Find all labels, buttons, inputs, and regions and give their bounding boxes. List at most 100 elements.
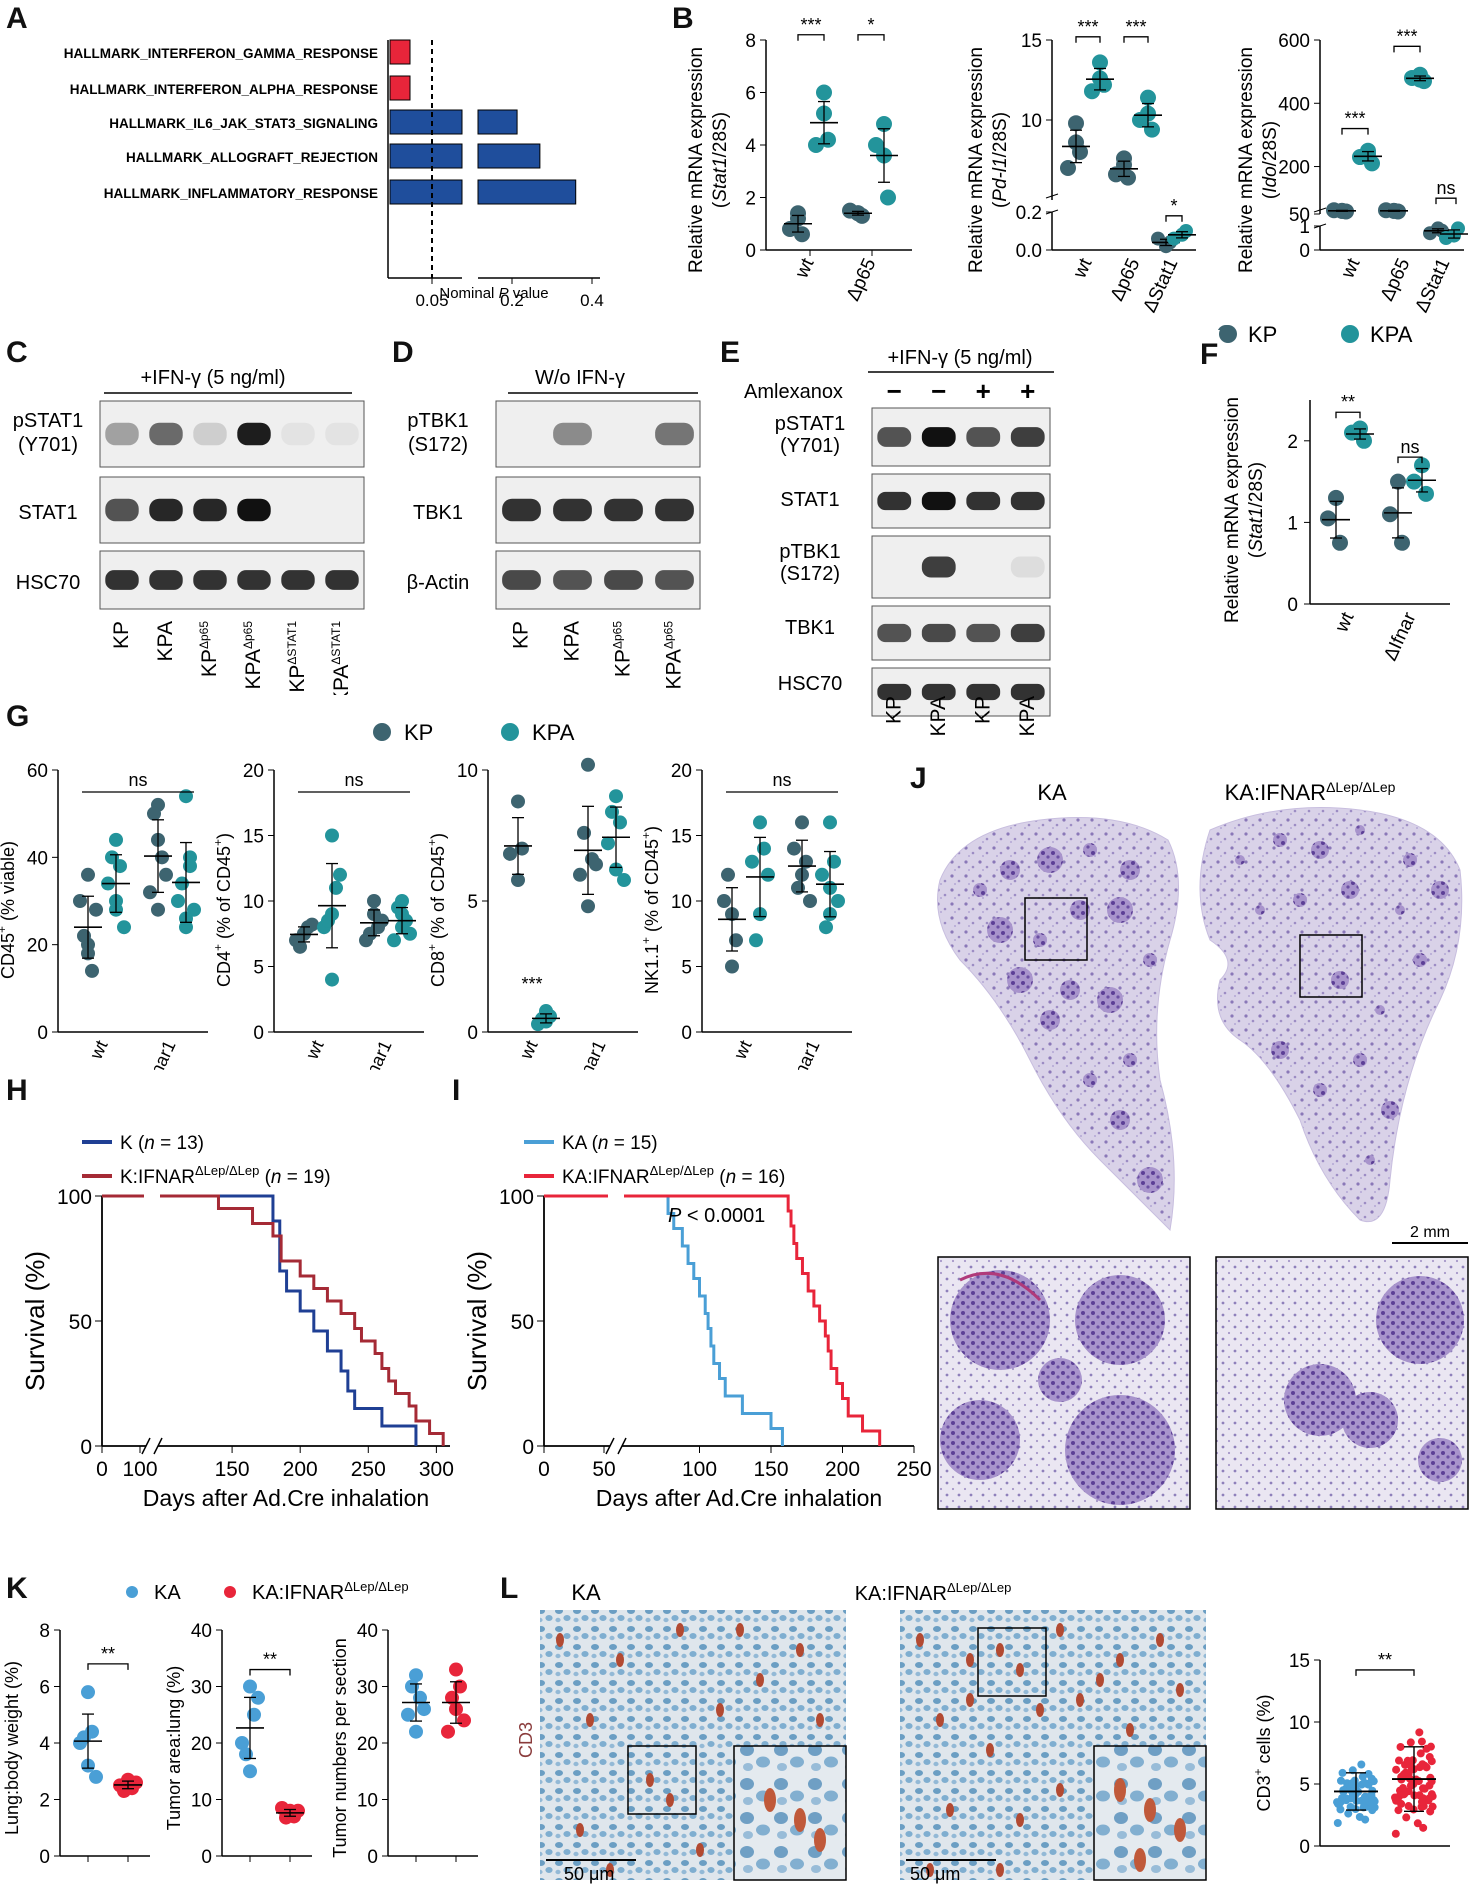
panel-c-hsc70-blot-band [325,570,359,590]
panel-j-ifnar-tumor [1293,893,1307,907]
panel-b-pdl1-stat1-kp-point [1151,231,1165,246]
x-tick-label: wt [1069,255,1097,283]
panel-k-plots: KA KA:IFNARΔLep/ΔLep Lung:body weight (%) 0… [2,1579,478,1868]
panel-e-pstat1-blot-band [1010,427,1045,447]
panel-l-ifnar-point [1394,1756,1403,1765]
panel-b-stat1-ytick: 0 [745,241,756,262]
panel-l-ytick: 15 [1289,1651,1310,1672]
panel-a-bar-extension [477,109,518,135]
panel-g-wt-kpa-point [761,867,775,882]
panel-g-wt-kp-point [293,939,307,954]
sig-label: *** [1077,17,1098,37]
panel-c-title: +IFN-γ (5 ng/ml) [140,367,285,389]
panel-l-ifnar-cd3-cell [996,1643,1004,1657]
panel-l-ifnar-point [1406,1781,1415,1790]
panel-letter-h: H [6,1074,28,1107]
panel-l-ka-cd3-cell [796,1643,804,1657]
survival-legend-label: K:IFNARΔLep/ΔLep (n = 19) [120,1163,331,1188]
panel-g-wt-kpa-point [325,972,339,987]
survival-legend-label: KA:IFNARΔLep/ΔLep (n = 16) [562,1163,785,1188]
panel-k-ytick: 20 [191,1734,212,1755]
panel-g-legend-kpa: KPA [532,720,575,745]
panel-b-stat1-ytick: 4 [745,136,756,157]
panel-g-wt-kp-point [89,902,103,917]
panel-c-stat1-blot [99,476,365,544]
panel-d-row-ptbk1: pTBK1 [407,410,468,432]
panel-l-ka-point [1361,1798,1370,1807]
panel-l-ifnar-cd3-cell [1096,1673,1104,1687]
panel-g-ifnar-kpa-point [609,789,623,804]
panel-k-ylabel: Lung:body weight (%) [2,1661,22,1835]
panel-l-ifnar-point [1418,1760,1427,1769]
panel-e-row-tbk1: TBK1 [785,617,835,639]
panel-b-pdl1-p65-kpa-point [1140,89,1156,106]
panel-g-wt-kp-point [721,867,735,882]
panel-g-legend-kp: KP [404,720,433,745]
panel-c-hsc70-blot-band [149,570,183,590]
survival-ylabel: Survival (%) [462,1251,492,1391]
panel-l-ifnar-cd3-cell [966,1653,974,1667]
panel-j-ka-tumor [1137,1167,1163,1193]
panel-l-ka-point [1361,1792,1370,1801]
legend-kpa-label: KPA [1370,322,1413,347]
panel-f-wt-kpa-point [1344,424,1360,441]
panel-j-ifnar-tumor [1311,841,1329,859]
panel-j-ifnar-tumor [1431,881,1449,899]
sig-label: * [1170,196,1177,216]
panel-g-ifnar-kpa-point [815,867,829,882]
panel-l-ifnar-point [1402,1813,1411,1822]
panel-g-ns: ns [128,770,147,790]
survival-curve [102,1194,418,1446]
panel-g-ytick: 5 [253,958,264,979]
panel-c-lane-label: KPΔSTAT1 [285,621,309,693]
panel-l-ifnar-cd3-cell [966,1693,974,1707]
panel-f-wt-kp-point [1320,510,1336,527]
panel-f-ylabel: Relative mRNA expression [1222,397,1243,623]
panel-g-ytick: 0 [37,1023,48,1044]
panel-d-row-s172: (S172) [408,434,468,456]
panel-b-pdl1-wt-kp-point [1060,160,1076,176]
panel-j-ka-tumor [1007,967,1033,993]
panel-l-ka-cd3-cell [676,1623,684,1637]
panel-b-wt-kpa-point [816,84,832,101]
panel-k-plot-2: Tumor numbers per section 0 10 20 30 40 [330,1621,478,1868]
panel-a-bar [389,39,411,65]
panel-l-ifnar-zoom-cd3 [1144,1798,1156,1822]
panel-e-hsc70-blot-band [877,683,912,701]
panel-c-lane-label: KPAΔSTAT1 [329,621,353,695]
panel-l-ifnar-point [1426,1742,1435,1751]
sig-label: ** [1378,1650,1392,1670]
panel-j-histology: KA KA:IFNARΔLep/ΔLep 2 mm [937,779,1469,1510]
x-tick-label: ΔStat1 [1411,255,1454,316]
panel-g-ylabel: CD8+ (% of CD45+) [425,833,448,987]
panel-l-ifnar-cd3-cell [1126,1723,1134,1737]
panel-f-ytick: 2 [1287,432,1298,453]
panel-a-pathway-label: HALLMARK_ALLOGRAFT_REJECTION [126,150,378,165]
panel-j-ka-tumor [1040,1010,1060,1030]
panel-e-amlexanox-sign: − [887,376,902,406]
panel-letter-c: C [6,336,28,369]
panel-f-ifnar-kpa-point [1418,485,1434,502]
panel-a-pathway-label: HALLMARK_INTERFERON_ALPHA_RESPONSE [70,82,378,97]
panel-e-hsc70-blot-band [921,683,956,701]
panel-l-ifnar-point [1428,1802,1437,1811]
panel-l-ka-point [1364,1769,1373,1778]
panel-b-pdl1-ytick: 0.0 [1016,241,1042,262]
panel-k-ka-point [409,1724,423,1739]
x-tick-label: wt [301,1037,327,1063]
panel-l-ka-cd3-cell [666,1793,674,1807]
survival-xtick: 100 [682,1458,717,1481]
panel-k-ka-point [401,1707,415,1722]
panel-l-ifnar-cd3-cell [1016,1663,1024,1677]
panel-j-ifnar-tumor [1235,855,1245,865]
survival-ytick: 50 [69,1311,92,1334]
panel-e-tbk1-blot-band [966,623,1001,643]
panel-g-sig: *** [521,974,542,994]
panel-l-ifnar-cd3-cell [916,1633,924,1647]
panel-j-ka-zoom-tumor [1075,1275,1165,1365]
panel-letter-j: J [910,762,927,795]
survival-curve [544,1194,882,1446]
panel-k-ytick: 8 [39,1621,50,1642]
x-tick-label: wt [729,1037,755,1063]
panel-l-ifnar-zoom-cd3 [1174,1818,1186,1842]
